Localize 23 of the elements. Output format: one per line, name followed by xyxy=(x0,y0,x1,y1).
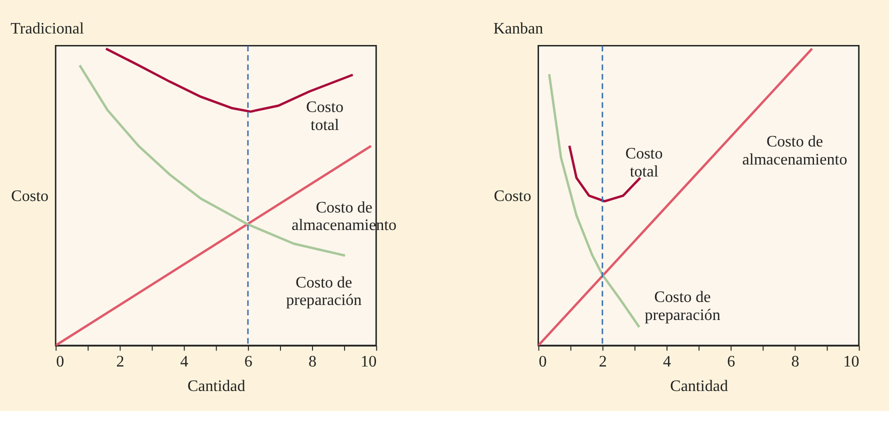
x-tick-label: 10 xyxy=(843,354,860,371)
x-axis-title: Cantidad xyxy=(670,378,728,396)
chart-title: Tradicional xyxy=(10,20,84,38)
series-label: Costo de preparación xyxy=(286,274,362,310)
x-tick-label: 2 xyxy=(598,354,607,371)
x-tick-label: 4 xyxy=(662,354,671,371)
x-tick-label: 8 xyxy=(791,354,800,371)
x-tick-label: 4 xyxy=(180,354,188,371)
series-label: Costo total xyxy=(625,145,663,180)
series-label: Costo total xyxy=(306,98,344,134)
x-tick-label: 2 xyxy=(116,354,124,371)
series-label: Costo de almacenamiento xyxy=(742,133,848,168)
x-tick-label: 8 xyxy=(308,354,317,371)
x-axis-title: Cantidad xyxy=(187,378,246,396)
series-label: Costo de preparación xyxy=(644,289,720,324)
x-tick-label: 0 xyxy=(56,354,64,371)
x-tick-label: 10 xyxy=(360,354,377,371)
x-tick-label: 6 xyxy=(727,354,736,371)
y-axis-title: Costo xyxy=(494,188,532,205)
chart-title: Kanban xyxy=(493,20,544,38)
y-axis-title: Costo xyxy=(11,188,49,205)
x-tick-label: 6 xyxy=(244,354,252,371)
x-tick-label: 0 xyxy=(538,354,547,371)
